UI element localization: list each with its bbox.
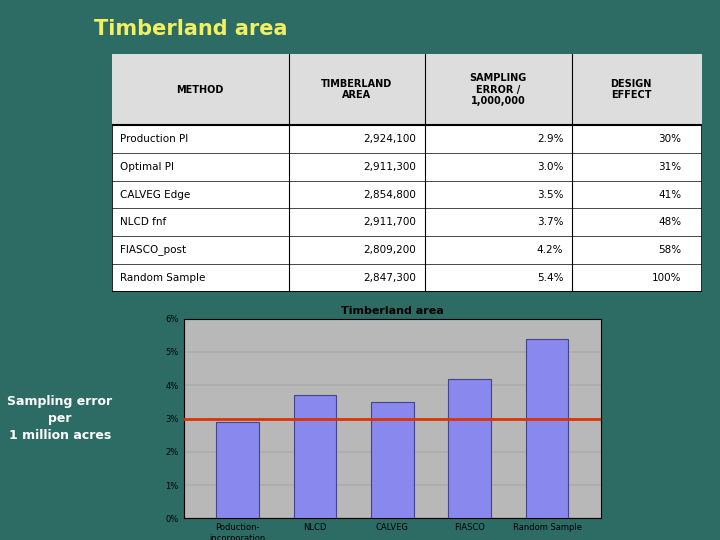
Text: NLCD fnf: NLCD fnf: [120, 217, 167, 227]
Text: Optimal PI: Optimal PI: [120, 162, 174, 172]
Text: 3.5%: 3.5%: [536, 190, 563, 200]
Text: 2,924,100: 2,924,100: [363, 134, 415, 144]
Title: Timberland area: Timberland area: [341, 306, 444, 316]
Bar: [526, 339, 568, 518]
Text: 30%: 30%: [658, 134, 681, 144]
Text: FIASCO_post: FIASCO_post: [120, 245, 186, 255]
Text: CALVEG Edge: CALVEG Edge: [120, 190, 191, 200]
Text: METHOD: METHOD: [176, 85, 224, 94]
Text: 2.9%: 2.9%: [536, 134, 563, 144]
Text: Production PI: Production PI: [120, 134, 189, 144]
Text: 100%: 100%: [652, 273, 681, 283]
Bar: [112, 54, 702, 125]
Text: 2,847,300: 2,847,300: [363, 273, 415, 283]
Text: 2,911,700: 2,911,700: [363, 217, 415, 227]
Text: 4.2%: 4.2%: [536, 245, 563, 255]
Text: Timberland area: Timberland area: [94, 19, 287, 39]
Bar: [294, 395, 336, 518]
Text: 2,854,800: 2,854,800: [363, 190, 415, 200]
Text: SAMPLING
ERROR /
1,000,000: SAMPLING ERROR / 1,000,000: [469, 73, 527, 106]
Text: 3.0%: 3.0%: [537, 162, 563, 172]
Text: Sampling error
per
1 million acres: Sampling error per 1 million acres: [7, 395, 112, 442]
Text: Random Sample: Random Sample: [120, 273, 206, 283]
Text: 48%: 48%: [658, 217, 681, 227]
Bar: [449, 379, 491, 518]
Text: 41%: 41%: [658, 190, 681, 200]
Bar: [371, 402, 414, 518]
Text: TIMBERLAND
AREA: TIMBERLAND AREA: [321, 79, 392, 100]
Text: 3.7%: 3.7%: [536, 217, 563, 227]
Bar: [217, 422, 259, 518]
Text: 2,809,200: 2,809,200: [363, 245, 415, 255]
Text: 2,911,300: 2,911,300: [363, 162, 415, 172]
Text: 58%: 58%: [658, 245, 681, 255]
Text: 31%: 31%: [658, 162, 681, 172]
Text: 5.4%: 5.4%: [536, 273, 563, 283]
Text: DESIGN
EFFECT: DESIGN EFFECT: [611, 79, 652, 100]
